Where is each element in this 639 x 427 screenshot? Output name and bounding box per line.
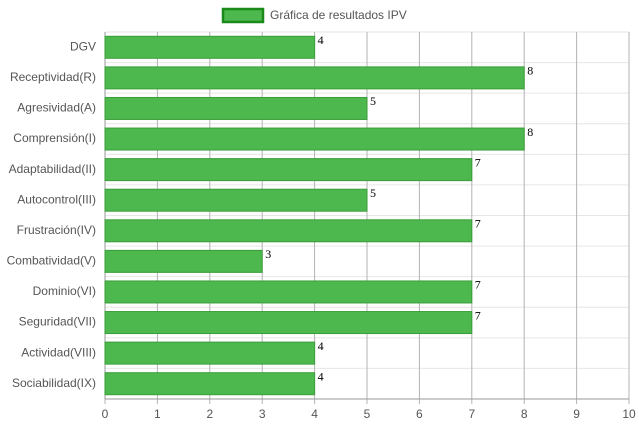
x-tick-label: 5 [364, 407, 371, 421]
x-tick-label: 7 [468, 407, 475, 421]
y-tick-label: Seguridad(VII) [19, 315, 96, 329]
x-tick-label: 9 [573, 407, 580, 421]
legend-label: Gráfica de resultados IPV [270, 8, 407, 22]
x-tick-label: 1 [154, 407, 161, 421]
bar [104, 158, 473, 182]
value-label: 8 [527, 64, 533, 78]
x-tick-label: 3 [259, 407, 266, 421]
y-tick-label: Dominio(VI) [33, 284, 96, 298]
bar [104, 66, 525, 90]
value-label: 7 [475, 278, 481, 292]
bar [104, 188, 368, 212]
y-tick-label: Actividad(VIII) [21, 345, 96, 359]
x-tick-label: 0 [102, 407, 109, 421]
bar [104, 96, 368, 120]
value-label: 3 [265, 247, 271, 261]
y-tick-label: Combatividad(V) [7, 254, 96, 268]
x-tick-label: 8 [521, 407, 528, 421]
x-tick-label: 10 [622, 407, 636, 421]
value-label: 5 [370, 186, 376, 200]
y-tick-label: Receptividad(R) [10, 70, 96, 84]
bar [104, 35, 316, 59]
bar [104, 280, 473, 304]
bar [104, 372, 316, 396]
bar [104, 341, 316, 365]
value-label: 4 [318, 33, 324, 47]
legend-swatch [221, 7, 265, 24]
y-tick-label: Autocontrol(III) [17, 192, 96, 206]
y-tick-label: Frustración(IV) [17, 223, 96, 237]
bar [104, 127, 525, 151]
x-tick-label: 2 [206, 407, 213, 421]
value-label: 7 [475, 155, 481, 169]
value-label: 4 [318, 369, 324, 383]
y-tick-label: DGV [70, 39, 96, 53]
value-label: 5 [370, 94, 376, 108]
y-tick-label: Sociabilidad(IX) [12, 376, 96, 390]
value-label: 7 [475, 308, 481, 322]
y-tick-label: Comprensión(I) [13, 131, 96, 145]
bar [104, 311, 473, 335]
x-tick-label: 4 [311, 407, 318, 421]
bar [104, 249, 263, 273]
x-tick-label: 6 [416, 407, 423, 421]
value-label: 8 [527, 125, 533, 139]
y-tick-label: Agresividad(A) [17, 101, 96, 115]
bar [104, 219, 473, 243]
value-label: 4 [318, 339, 324, 353]
y-tick-label: Adaptabilidad(II) [9, 162, 96, 176]
value-label: 7 [475, 217, 481, 231]
